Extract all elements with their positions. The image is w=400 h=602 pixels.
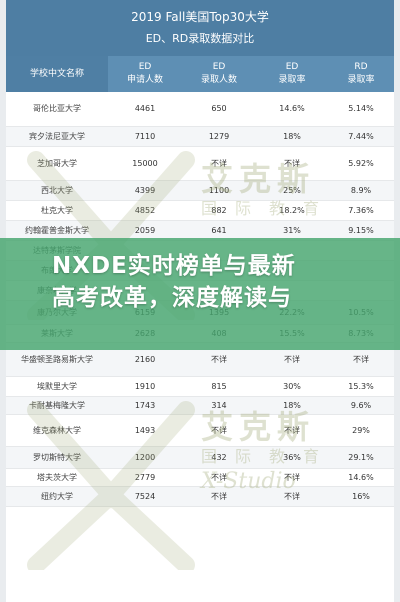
ed-admits-cell: 432 — [182, 446, 256, 469]
school-name-cell: 纽约大学 — [6, 486, 108, 507]
column-header-rd-rate: RD 录取率 — [328, 56, 394, 92]
school-name-cell: 杜克大学 — [6, 200, 108, 221]
table-row: 罗切斯特大学 1200 432 36% 29.1% — [6, 446, 394, 469]
rd-rate-cell: 7.36% — [328, 200, 394, 221]
ed-apps-cell: 1493 — [108, 414, 182, 447]
rd-rate-cell: 9.15% — [328, 220, 394, 241]
school-name-cell: 哥伦比亚大学 — [6, 92, 108, 127]
ed-apps-cell: 1743 — [108, 396, 182, 415]
rd-rate-cell: 29.1% — [328, 446, 394, 469]
ed-rate-cell: 不详 — [256, 146, 328, 181]
ed-admits-cell: 314 — [182, 396, 256, 415]
ed-rate-cell: 不详 — [256, 468, 328, 487]
ed-admits-cell: 1100 — [182, 180, 256, 201]
ed-admits-cell: 不详 — [182, 414, 256, 447]
school-name-cell: 卡耐基梅隆大学 — [6, 396, 108, 415]
ed-admits-cell: 815 — [182, 376, 256, 397]
ed-admits-cell: 1279 — [182, 126, 256, 147]
school-name-cell: 芝加哥大学 — [6, 146, 108, 181]
table-row: 杜克大学 4852 882 18.2% 7.36% — [6, 200, 394, 221]
ed-apps-cell: 4852 — [108, 200, 182, 221]
ed-admits-cell: 650 — [182, 92, 256, 127]
rd-rate-cell: 5.92% — [328, 146, 394, 181]
ed-apps-cell: 7524 — [108, 486, 182, 507]
school-name-cell: 宾夕法尼亚大学 — [6, 126, 108, 147]
rd-rate-cell: 15.3% — [328, 376, 394, 397]
table-subtitle: ED、RD录取数据对比 — [145, 32, 255, 45]
ed-apps-cell: 4399 — [108, 180, 182, 201]
ed-admits-cell: 不详 — [182, 146, 256, 181]
rd-rate-cell: 14.6% — [328, 468, 394, 487]
ed-rate-cell: 31% — [256, 220, 328, 241]
ed-rate-cell: 不详 — [256, 414, 328, 447]
table-row: 哥伦比亚大学 4461 650 14.6% 5.14% — [6, 92, 394, 127]
table-row: 约翰霍普金斯大学 2059 641 31% 9.15% — [6, 220, 394, 241]
table-row: 芝加哥大学 15000 不详 不详 5.92% — [6, 146, 394, 181]
ed-rate-cell: 18% — [256, 396, 328, 415]
table-row: 宾夕法尼亚大学 7110 1279 18% 7.44% — [6, 126, 394, 147]
ed-apps-cell: 15000 — [108, 146, 182, 181]
table-row: 维克森林大学 1493 不详 不详 29% — [6, 414, 394, 447]
school-name-cell: 塔夫茨大学 — [6, 468, 108, 487]
banner-line-2: 高考改革，深度解读与 — [52, 285, 292, 311]
rd-rate-cell: 29% — [328, 414, 394, 447]
table-row: 纽约大学 7524 不详 不详 16% — [6, 486, 394, 507]
ed-rate-cell: 14.6% — [256, 92, 328, 127]
ed-rate-cell: 18.2% — [256, 200, 328, 221]
ed-apps-cell: 1200 — [108, 446, 182, 469]
rd-rate-cell: 5.14% — [328, 92, 394, 127]
ed-apps-cell: 4461 — [108, 92, 182, 127]
ed-rate-cell: 不详 — [256, 486, 328, 507]
banner-line-1: NXDE实时榜单与最新 — [52, 253, 296, 279]
column-header-ed-rate: ED 录取率 — [256, 56, 328, 92]
ed-apps-cell: 2059 — [108, 220, 182, 241]
ed-apps-cell: 7110 — [108, 126, 182, 147]
ed-admits-cell: 不详 — [182, 486, 256, 507]
title-banner: NXDE实时榜单与最新 高考改革，深度解读与 — [0, 238, 400, 350]
school-name-cell: 西北大学 — [6, 180, 108, 201]
table-row: 卡耐基梅隆大学 1743 314 18% 9.6% — [6, 396, 394, 415]
school-name-cell: 维克森林大学 — [6, 414, 108, 447]
rd-rate-cell: 16% — [328, 486, 394, 507]
column-header-ed-apps: ED 申请人数 — [108, 56, 182, 92]
table-row: 塔夫茨大学 2779 不详 不详 14.6% — [6, 468, 394, 487]
column-header-ed-admits: ED 录取人数 — [182, 56, 256, 92]
rd-rate-cell: 9.6% — [328, 396, 394, 415]
school-name-cell: 约翰霍普金斯大学 — [6, 220, 108, 241]
ed-rate-cell: 25% — [256, 180, 328, 201]
table-title: 2019 Fall美国Top30大学 — [131, 10, 269, 24]
ed-rate-cell: 36% — [256, 446, 328, 469]
table-row: 西北大学 4399 1100 25% 8.9% — [6, 180, 394, 201]
table-title-header: 2019 Fall美国Top30大学 ED、RD录取数据对比 — [6, 0, 394, 56]
ed-admits-cell: 不详 — [182, 468, 256, 487]
table-header-row: 学校中文名称 ED 申请人数 ED 录取人数 ED 录取率 RD 录取率 — [6, 56, 394, 92]
ed-admits-cell: 882 — [182, 200, 256, 221]
rd-rate-cell: 7.44% — [328, 126, 394, 147]
column-header-school: 学校中文名称 — [6, 56, 108, 92]
ed-admits-cell: 641 — [182, 220, 256, 241]
ed-rate-cell: 30% — [256, 376, 328, 397]
ed-rate-cell: 18% — [256, 126, 328, 147]
ed-apps-cell: 1910 — [108, 376, 182, 397]
school-name-cell: 埃默里大学 — [6, 376, 108, 397]
school-name-cell: 罗切斯特大学 — [6, 446, 108, 469]
ed-apps-cell: 2779 — [108, 468, 182, 487]
table-row: 埃默里大学 1910 815 30% 15.3% — [6, 376, 394, 397]
rd-rate-cell: 8.9% — [328, 180, 394, 201]
